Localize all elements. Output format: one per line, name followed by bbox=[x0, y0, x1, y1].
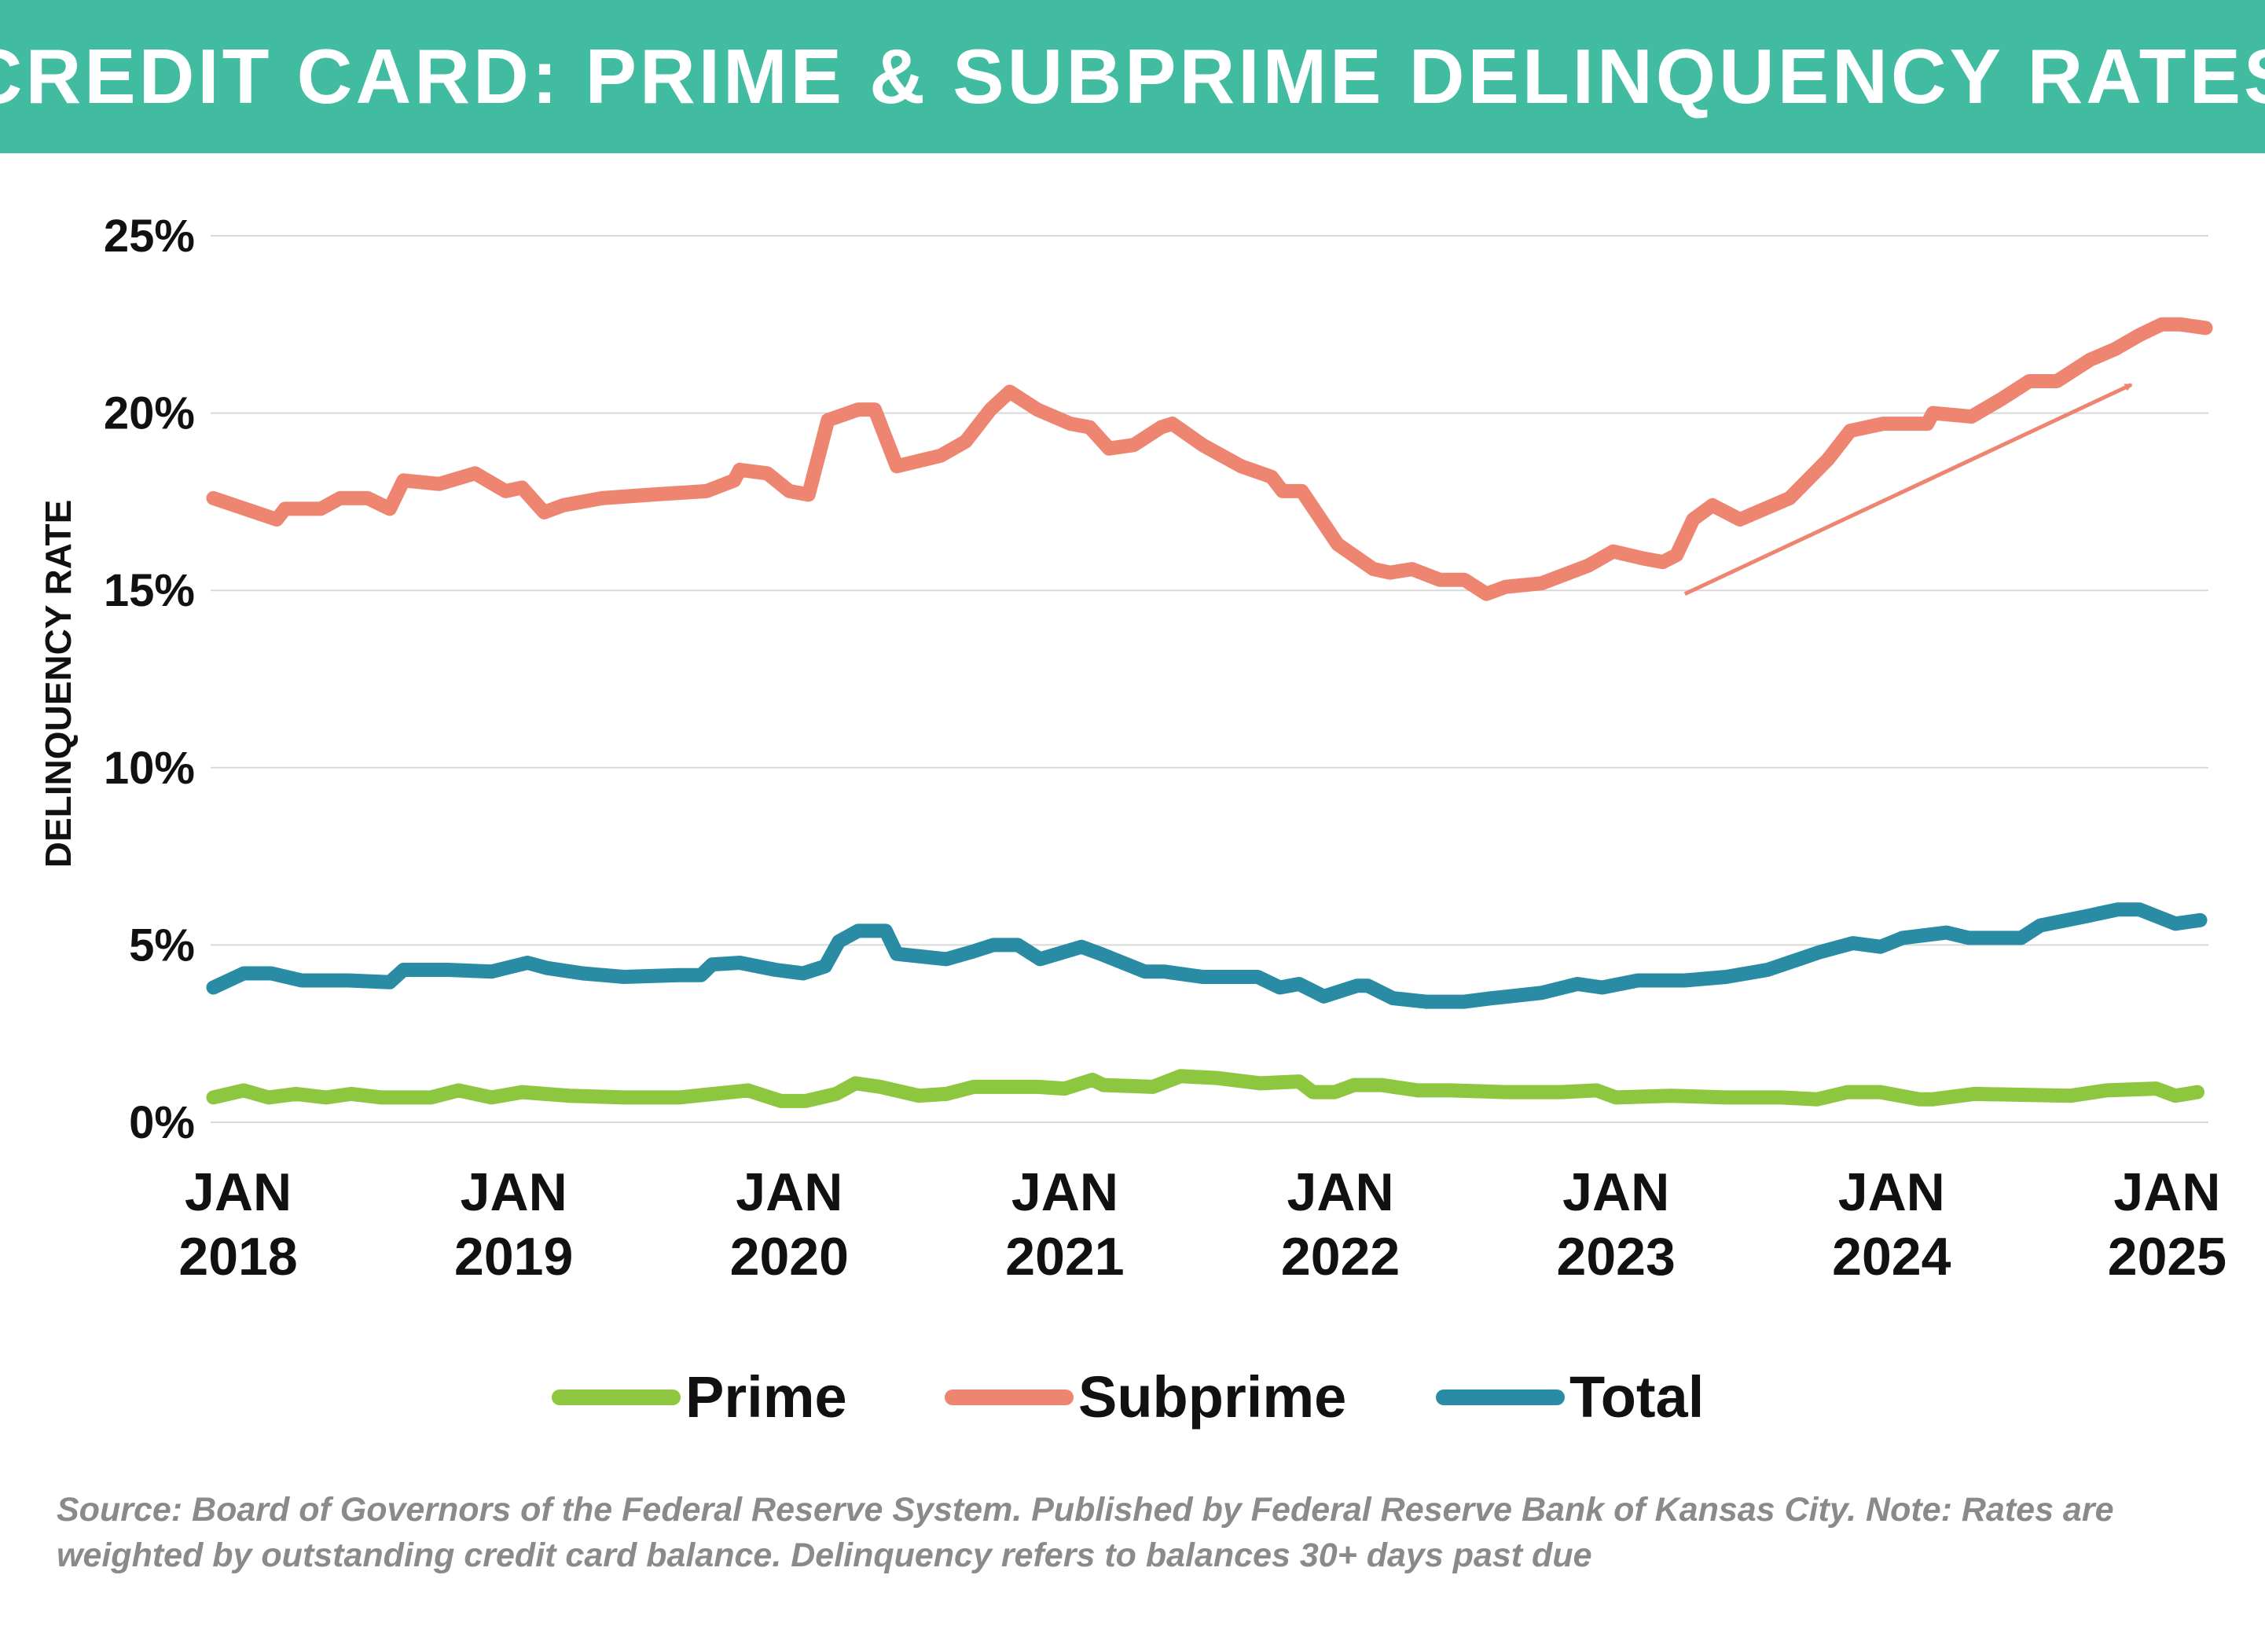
x-tick-label-month: JAN bbox=[1011, 1162, 1118, 1222]
x-tick-label-year: 2020 bbox=[730, 1227, 849, 1287]
series-line-total bbox=[206, 902, 2208, 1009]
x-tick-label-year: 2021 bbox=[1005, 1227, 1124, 1287]
legend-label-prime: Prime bbox=[685, 1364, 847, 1430]
x-tick-label-year: 2018 bbox=[178, 1227, 297, 1287]
series-line-prime bbox=[206, 1069, 2204, 1108]
x-tick-label-year: 2023 bbox=[1557, 1227, 1676, 1287]
x-tick-label-year: 2022 bbox=[1281, 1227, 1400, 1287]
title-banner: CREDIT CARD: PRIME & SUBPRIME DELINQUENC… bbox=[0, 0, 2265, 153]
x-tick-label-year: 2024 bbox=[1832, 1227, 1951, 1287]
x-tick-label-year: 2019 bbox=[454, 1227, 573, 1287]
x-tick-label-month: JAN bbox=[2113, 1162, 2220, 1222]
legend-label-subprime: Subprime bbox=[1078, 1364, 1346, 1430]
y-tick-label: 10% bbox=[104, 743, 195, 794]
y-tick-label: 5% bbox=[129, 920, 195, 971]
chart-title: CREDIT CARD: PRIME & SUBPRIME DELINQUENC… bbox=[0, 33, 2265, 119]
x-tick-label-month: JAN bbox=[461, 1162, 567, 1222]
y-tick-label: 0% bbox=[129, 1097, 195, 1148]
series-line-subprime bbox=[206, 317, 2213, 601]
trend-arrow bbox=[1683, 383, 2133, 596]
x-tick-label-month: JAN bbox=[185, 1162, 292, 1222]
source-note: Source: Board of Governors of the Federa… bbox=[57, 1491, 2114, 1574]
y-tick-label: 15% bbox=[104, 565, 195, 616]
x-tick-label-month: JAN bbox=[1838, 1162, 1945, 1222]
y-tick-label: 25% bbox=[104, 211, 195, 262]
line-chart: 0%5%10%15%20%25% JAN2018JAN2019JAN2020JA… bbox=[38, 211, 2226, 1430]
y-tick-label: 20% bbox=[104, 388, 195, 439]
x-tick-label-month: JAN bbox=[1562, 1162, 1669, 1222]
y-axis-title: DELINQUENCY RATE bbox=[38, 500, 79, 868]
x-tick-label-month: JAN bbox=[1287, 1162, 1394, 1222]
x-tick-label-year: 2025 bbox=[2108, 1227, 2226, 1287]
legend-label-total: Total bbox=[1569, 1364, 1704, 1430]
x-tick-label-month: JAN bbox=[736, 1162, 842, 1222]
